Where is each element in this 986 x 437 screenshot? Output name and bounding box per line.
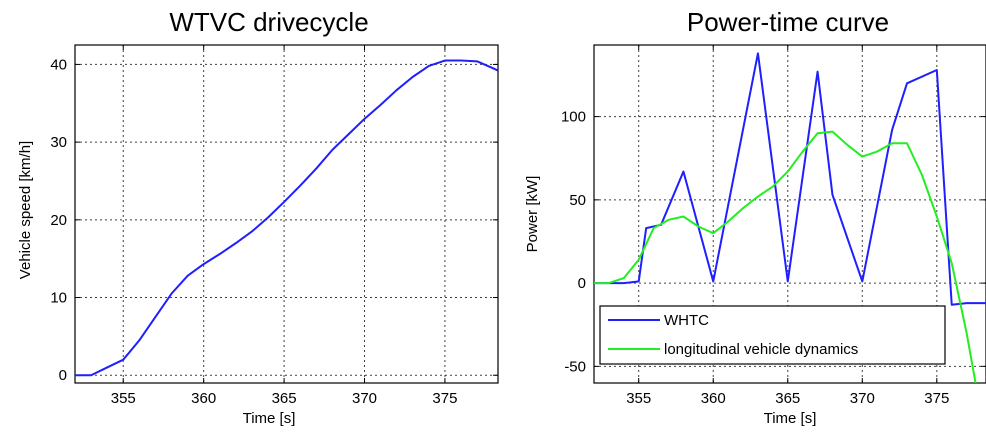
series-group <box>594 52 986 383</box>
series-line-1 <box>594 130 977 383</box>
y-tick-label: 0 <box>578 275 586 292</box>
series-line-0 <box>75 59 498 377</box>
x-axis-label: Time [s] <box>764 410 817 427</box>
chart-title: WTVC drivecycle <box>169 7 368 37</box>
x-axis-label: Time [s] <box>243 410 296 427</box>
x-axis-ticks: 355 360 365 370 375 <box>626 45 949 407</box>
legend-label-longitudinal: longitudinal vehicle dynamics <box>664 341 858 358</box>
legend: WHTC longitudinal vehicle dynamics <box>599 305 946 365</box>
x-tick-label: 355 <box>626 390 651 407</box>
series-line-0 <box>594 52 986 306</box>
grid <box>75 45 498 383</box>
x-tick-label: 360 <box>191 390 216 407</box>
x-tick-label: 360 <box>701 390 726 407</box>
x-axis-ticks: 355 360 365 370 375 <box>111 45 457 407</box>
y-tick-label: 40 <box>50 56 67 73</box>
x-tick-label: 365 <box>272 390 297 407</box>
y-tick-label: 20 <box>50 212 67 229</box>
legend-label-whtc: WHTC <box>664 312 709 329</box>
x-tick-label: 355 <box>111 390 136 407</box>
x-tick-label: 370 <box>352 390 377 407</box>
chart-title: Power-time curve <box>687 7 889 37</box>
plot-area <box>74 44 499 384</box>
y-axis-ticks: -50 0 50 100 <box>561 109 986 375</box>
y-tick-label: 0 <box>59 367 67 384</box>
y-tick-label: 10 <box>50 290 67 307</box>
y-axis-ticks: 0 10 20 30 40 <box>50 56 498 384</box>
speed-chart: WTVC drivecycle 355 360 365 370 375 0 10 20 30 4… <box>17 7 499 427</box>
y-tick-label: -50 <box>564 358 586 375</box>
x-tick-label: 365 <box>775 390 800 407</box>
y-tick-label: 100 <box>561 109 586 126</box>
y-tick-label: 50 <box>569 192 586 209</box>
power-chart: Power-time curve 355 360 365 370 375 -50 0 50 1… <box>524 7 986 427</box>
y-axis-label: Power [kW] <box>524 176 541 253</box>
y-tick-label: 30 <box>50 134 67 151</box>
y-axis-label: Vehicle speed [km/h] <box>17 141 34 279</box>
legend-box <box>599 305 946 365</box>
x-tick-label: 375 <box>924 390 949 407</box>
x-tick-label: 375 <box>432 390 457 407</box>
series-group <box>75 59 498 377</box>
x-tick-label: 370 <box>850 390 875 407</box>
